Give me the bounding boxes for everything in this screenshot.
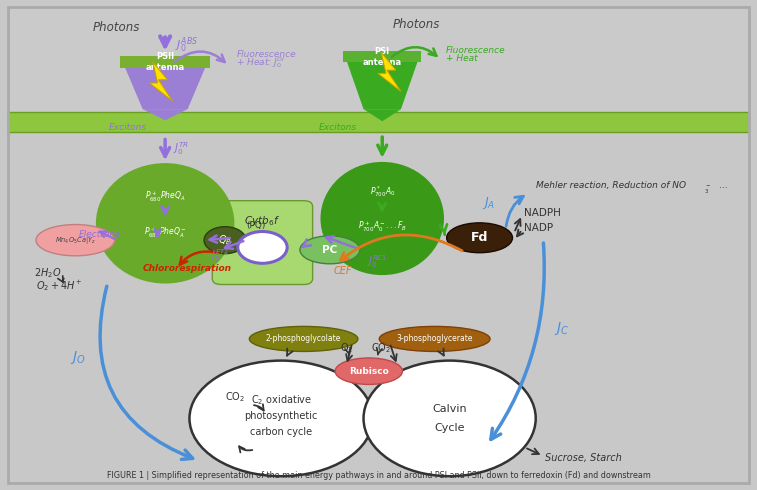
Text: FIGURE 1 | Simplified representation of the main energy pathways in and around P: FIGURE 1 | Simplified representation of … (107, 471, 650, 480)
Text: + Heat: + Heat (446, 53, 478, 63)
Text: $2H_2O$: $2H_2O$ (34, 266, 61, 280)
Text: CO$_2$: CO$_2$ (225, 390, 245, 404)
Text: 2-phosphoglycolate: 2-phosphoglycolate (266, 334, 341, 343)
Text: Calvin: Calvin (432, 404, 467, 414)
Text: Photons: Photons (93, 21, 140, 34)
Polygon shape (344, 51, 421, 109)
Text: Fluorescence: Fluorescence (236, 50, 296, 59)
Text: Mehler reaction, Reduction of NO: Mehler reaction, Reduction of NO (536, 181, 686, 190)
Ellipse shape (36, 224, 114, 256)
Text: $J_0^{RE1}$: $J_0^{RE1}$ (367, 253, 387, 270)
Text: $J_C$: $J_C$ (554, 319, 569, 337)
Text: NADPH: NADPH (525, 208, 562, 218)
Text: Excitons: Excitons (109, 123, 147, 132)
Text: $J_0^{ABS}$: $J_0^{ABS}$ (175, 36, 198, 55)
Text: $O_2+4H^+$: $O_2+4H^+$ (36, 278, 83, 293)
Text: $J_0^{TR}$: $J_0^{TR}$ (173, 140, 189, 157)
Text: NADP: NADP (525, 222, 553, 233)
Text: CEF: CEF (334, 266, 352, 276)
Text: $P_{700}^+A_0^-...F_B$: $P_{700}^+A_0^-...F_B$ (357, 220, 407, 234)
Circle shape (238, 231, 287, 263)
Text: $J_A$: $J_A$ (481, 196, 495, 212)
Text: Rubisco: Rubisco (349, 367, 388, 376)
Text: (PQ): (PQ) (246, 221, 266, 230)
Text: $Q_B$: $Q_B$ (218, 233, 232, 247)
Text: Chlororespiration: Chlororespiration (142, 265, 232, 273)
Ellipse shape (320, 162, 444, 275)
Text: $P_{680}^+PheQ_A$: $P_{680}^+PheQ_A$ (145, 190, 185, 204)
Text: Fluorescence: Fluorescence (446, 46, 506, 55)
Text: photosynthetic: photosynthetic (245, 411, 318, 421)
Polygon shape (120, 56, 210, 68)
Text: Fd: Fd (471, 231, 488, 245)
Text: C$_2$ oxidative: C$_2$ oxidative (251, 393, 312, 407)
Text: ...: ... (719, 181, 727, 190)
Polygon shape (344, 51, 421, 62)
Text: $P_{700}^*A_0$: $P_{700}^*A_0$ (369, 185, 395, 199)
Text: Electrons: Electrons (79, 230, 121, 239)
Text: Cycle: Cycle (435, 423, 465, 433)
Ellipse shape (189, 361, 373, 476)
Ellipse shape (363, 361, 536, 476)
Text: PC: PC (322, 245, 338, 255)
Ellipse shape (96, 163, 235, 284)
Polygon shape (149, 62, 173, 101)
Polygon shape (378, 52, 400, 91)
FancyBboxPatch shape (212, 201, 313, 285)
Text: 3-phosphoglycerate: 3-phosphoglycerate (397, 334, 473, 343)
Text: Cytb$_6$f: Cytb$_6$f (245, 214, 280, 228)
Ellipse shape (335, 358, 403, 385)
Polygon shape (120, 56, 210, 109)
Text: Photons: Photons (392, 18, 440, 31)
Ellipse shape (300, 236, 360, 264)
Ellipse shape (379, 326, 490, 351)
Text: $J_O$: $J_O$ (70, 348, 86, 366)
Polygon shape (363, 109, 401, 121)
Text: $_3^-$: $_3^-$ (704, 183, 712, 196)
Text: CO$_2$: CO$_2$ (371, 341, 391, 355)
Text: $J_0^{ET2}$: $J_0^{ET2}$ (210, 247, 229, 265)
Text: PSII
antenna: PSII antenna (145, 52, 185, 72)
Text: carbon cycle: carbon cycle (250, 427, 312, 437)
Ellipse shape (249, 326, 358, 351)
Text: + Heat: $J_0^{DI}$: + Heat: $J_0^{DI}$ (236, 55, 286, 71)
Text: O$_2$: O$_2$ (340, 341, 353, 355)
Bar (8, 6, 749, 112)
Text: PSI
antenna: PSI antenna (363, 48, 402, 67)
Ellipse shape (447, 223, 512, 253)
Text: Excitons: Excitons (319, 123, 357, 132)
Text: $Mn_4O_5Ca|Y_z$: $Mn_4O_5Ca|Y_z$ (55, 235, 95, 245)
Text: Sucrose, Starch: Sucrose, Starch (546, 453, 622, 463)
Text: $P_{680}^+PheQ_A^-$: $P_{680}^+PheQ_A^-$ (144, 226, 186, 240)
Bar (8, 112, 749, 132)
Circle shape (204, 227, 246, 254)
Polygon shape (142, 109, 188, 120)
